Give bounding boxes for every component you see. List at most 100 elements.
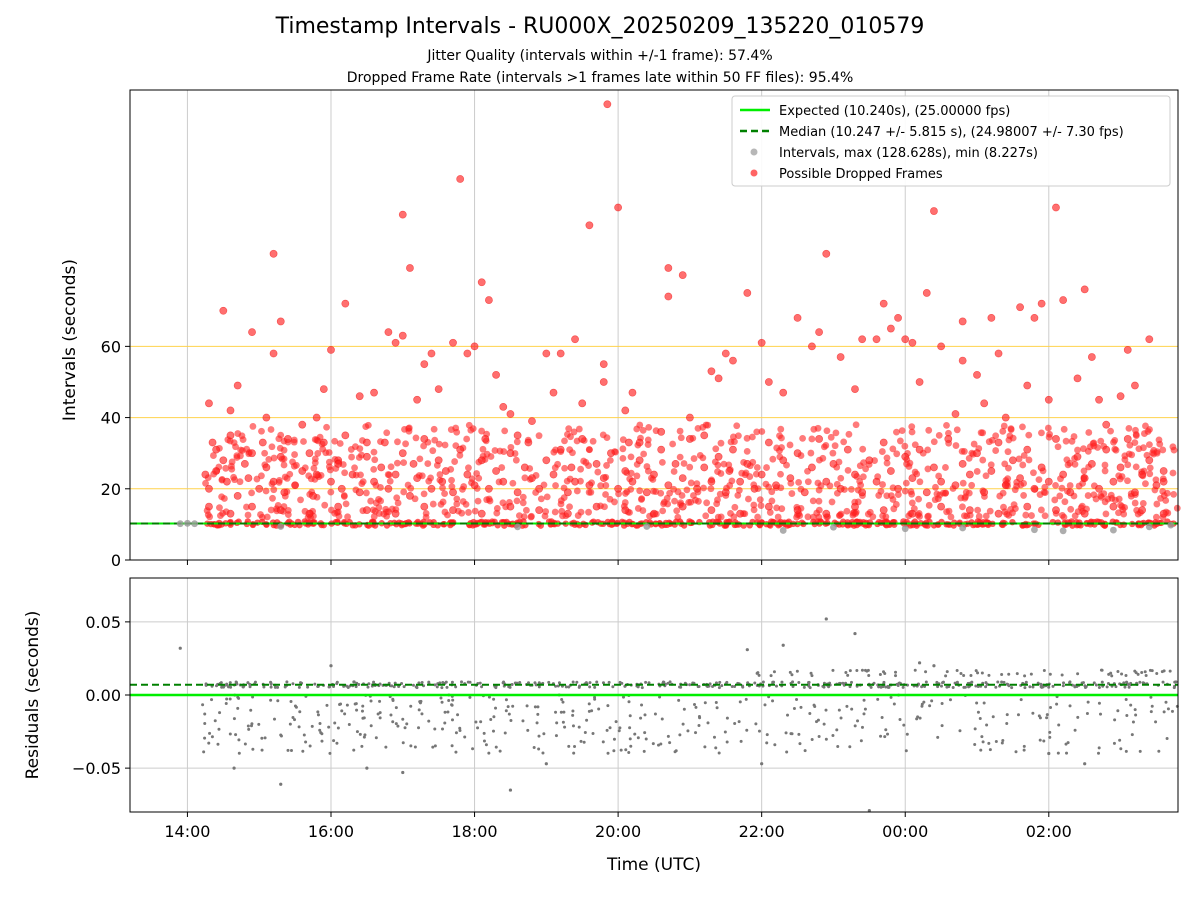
dropped-frame-cloud-point <box>237 446 245 454</box>
residual-cloud-point <box>590 709 594 713</box>
dropped-frame-cloud-point <box>619 436 627 444</box>
dropped-frame-point <box>219 456 228 465</box>
dropped-frame-cloud-point <box>756 496 764 503</box>
dropped-frame-cloud-point <box>370 513 378 520</box>
residual-cloud-point <box>862 712 866 716</box>
dropped-frame-cloud-point <box>1124 461 1132 469</box>
dropped-frame-cloud-point <box>386 477 394 485</box>
residual-cloud-point <box>403 726 407 730</box>
dropped-frame-point <box>1052 506 1060 515</box>
dropped-frame-cloud-point <box>452 424 460 432</box>
interval-point <box>1109 526 1117 534</box>
residual-cloud-point <box>845 704 849 708</box>
residual-cloud-point <box>798 742 802 746</box>
dropped-frame-cloud-point <box>777 425 785 433</box>
dropped-frame-cloud-point <box>387 463 395 471</box>
dropped-frame-cloud-point <box>712 445 720 453</box>
residual-cloud-point <box>236 706 240 710</box>
residual-cloud-point <box>450 744 454 748</box>
residual-cloud-point <box>378 699 382 703</box>
dropped-frame-cloud-point <box>627 453 635 461</box>
residual-cloud-point <box>940 724 944 728</box>
dropped-frame-cloud-point <box>420 442 428 450</box>
residual-cloud-point <box>354 702 358 706</box>
residual-cloud-point <box>1131 720 1135 724</box>
dropped-frame-cloud-point <box>1162 497 1170 504</box>
dropped-frame-cloud-point <box>1004 448 1012 456</box>
residual-cloud-point <box>345 703 349 707</box>
dropped-frame-band-point <box>671 521 678 528</box>
residual-cloud-point <box>706 721 710 725</box>
residual-cloud-point <box>848 669 852 673</box>
dropped-frame-point <box>499 402 508 411</box>
dropped-frame-cloud-point <box>1066 482 1074 489</box>
residual-cloud-point <box>860 725 864 729</box>
residual-cloud-point <box>316 710 320 714</box>
residual-cloud-point <box>204 683 208 687</box>
residual-cloud-point <box>647 681 651 685</box>
dropped-frame-point <box>729 445 737 454</box>
dropped-frame-point <box>1059 470 1068 479</box>
dropped-frame-cloud-point <box>1000 503 1007 511</box>
dropped-frame-cloud-point <box>1038 429 1045 437</box>
residual-cloud-point <box>1048 672 1052 676</box>
dropped-frame-cloud-point <box>1118 503 1126 510</box>
dropped-frame-point <box>764 378 773 386</box>
residual-cloud-point <box>738 700 742 704</box>
residual-cloud-point <box>325 703 329 707</box>
dropped-frame-cloud-point <box>1111 496 1119 504</box>
dropped-frame-point <box>556 349 565 358</box>
dropped-frame-cloud-point <box>1128 451 1136 459</box>
residual-cloud-point <box>360 744 364 748</box>
residual-cloud-point <box>304 740 308 744</box>
dropped-frame-point <box>438 477 447 486</box>
dropped-frame-point <box>434 385 443 393</box>
dropped-frame-cloud-point <box>953 426 961 434</box>
dropped-frame-point <box>980 488 989 497</box>
residual-point <box>329 664 333 668</box>
dropped-frame-point <box>427 349 436 358</box>
dropped-frame-cloud-point <box>678 492 686 499</box>
residual-cloud-point <box>1081 681 1085 685</box>
residual-cloud-point <box>606 751 610 755</box>
residual-cloud-point <box>608 726 612 730</box>
residual-cloud-point <box>771 699 775 703</box>
dropped-frame-cloud-point <box>602 491 609 498</box>
residual-cloud-point <box>981 740 985 744</box>
dropped-frame-cloud-point <box>367 497 375 505</box>
residual-cloud-point <box>207 741 211 745</box>
dropped-frame-point <box>1109 477 1118 486</box>
residual-cloud-point <box>433 683 437 687</box>
residual-cloud-point <box>241 685 245 689</box>
dropped-frame-point <box>248 449 256 458</box>
dropped-frame-point <box>965 470 974 479</box>
dropped-frame-cloud-point <box>471 507 479 515</box>
dropped-frame-point <box>208 438 217 447</box>
dropped-frame-cloud-point <box>573 487 581 495</box>
residual-cloud-point <box>1130 733 1134 737</box>
dropped-frame-point <box>836 484 845 493</box>
residual-cloud-point <box>717 686 721 690</box>
residual-cloud-point <box>771 680 775 684</box>
residual-cloud-point <box>627 700 631 704</box>
dropped-frame-cloud-point <box>429 500 437 508</box>
dropped-frame-cloud-point <box>893 450 901 458</box>
dropped-frame-cloud-point <box>746 473 754 480</box>
dropped-frame-cloud-point <box>1060 425 1068 433</box>
dropped-frame-point <box>1037 299 1046 308</box>
dropped-frame-cloud-point <box>1125 424 1133 432</box>
dropped-frame-cloud-point <box>748 433 756 441</box>
dropped-frame-cloud-point <box>726 482 734 489</box>
residual-cloud-point <box>471 747 475 751</box>
residual-cloud-point <box>451 698 455 702</box>
residual-cloud-point <box>619 748 623 752</box>
dropped-frame-cloud-point <box>659 507 667 515</box>
dropped-frame-cloud-point <box>1153 449 1161 457</box>
residual-cloud-point <box>228 732 232 736</box>
residual-cloud-point <box>1143 670 1147 674</box>
dropped-frame-cloud-point <box>314 450 322 457</box>
residual-cloud-point <box>502 680 506 684</box>
dropped-frame-point <box>477 456 486 465</box>
residual-y-tick-label: −0.05 <box>72 759 121 778</box>
residual-cloud-point <box>720 684 724 688</box>
